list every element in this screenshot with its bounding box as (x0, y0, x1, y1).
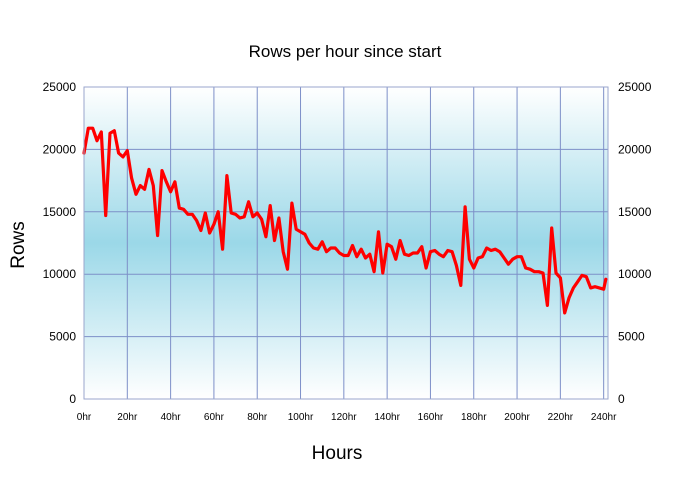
y-tick-label-right: 0 (618, 392, 625, 406)
y-axis-label: Rows (8, 221, 29, 269)
y-tick-label-right: 10000 (618, 267, 652, 281)
y-tick-label-left: 5000 (49, 330, 76, 344)
x-tick-label: 60hr (204, 412, 225, 423)
x-tick-label: 80hr (247, 412, 268, 423)
x-axis-label: Hours (312, 443, 363, 464)
left-y-axis: 0 5000 10000 15000 20000 25000 (43, 80, 77, 406)
y-tick-label-left: 10000 (43, 267, 77, 281)
plot-area (84, 87, 608, 399)
x-tick-label: 0hr (77, 412, 92, 423)
x-tick-label: 200hr (504, 412, 530, 423)
y-tick-label-left: 20000 (43, 142, 77, 156)
plot-frame (83, 86, 609, 400)
x-tick-label: 120hr (331, 412, 357, 423)
y-tick-label-right: 20000 (618, 142, 652, 156)
x-tick-label: 160hr (418, 412, 444, 423)
chart-title: Rows per hour since start (249, 42, 442, 61)
y-tick-label-right: 25000 (618, 80, 652, 94)
y-tick-label-right: 5000 (618, 330, 645, 344)
x-tick-label: 240hr (591, 412, 617, 423)
x-axis: 0hr 20hr 40hr 60hr 80hr 100hr 120hr 140hr 160hr 1… (77, 412, 617, 423)
x-tick-label: 140hr (374, 412, 400, 423)
right-y-axis: 0 5000 10000 15000 20000 25000 (618, 80, 652, 406)
y-tick-label-left: 15000 (43, 205, 77, 219)
y-tick-label-left: 0 (69, 392, 76, 406)
x-tick-label: 180hr (461, 412, 487, 423)
x-tick-label: 100hr (288, 412, 314, 423)
series-layer (82, 126, 608, 315)
grid-lines (83, 87, 608, 399)
x-tick-label: 40hr (161, 412, 182, 423)
series-line (82, 126, 608, 315)
y-tick-label-right: 15000 (618, 205, 652, 219)
x-tick-label: 20hr (117, 412, 138, 423)
x-tick-label: 220hr (548, 412, 574, 423)
y-tick-label-left: 25000 (43, 80, 77, 94)
